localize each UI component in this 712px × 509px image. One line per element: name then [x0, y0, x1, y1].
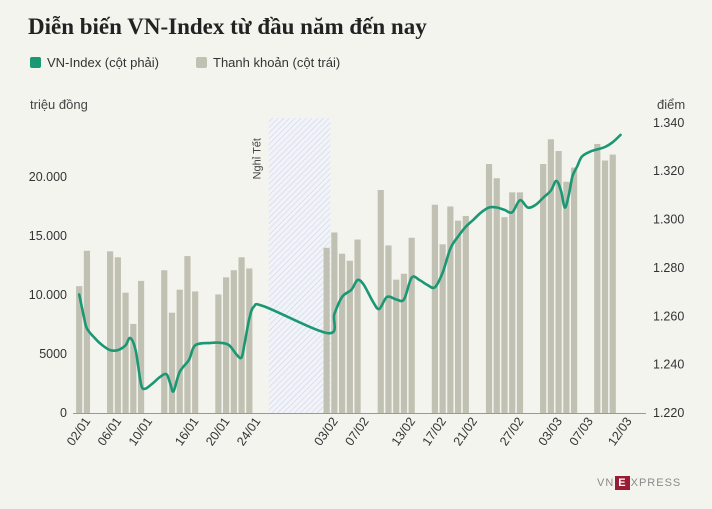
- liquidity-bar: [609, 154, 616, 413]
- right-axis-tick-label: 1.300: [653, 213, 684, 227]
- liquidity-bar: [354, 239, 361, 413]
- liquidity-bar: [509, 192, 516, 413]
- x-axis-tick-label: 07/02: [342, 415, 371, 449]
- liquidity-bar: [83, 250, 91, 413]
- liquidity-bar: [601, 160, 609, 413]
- liquidity-bar: [215, 294, 222, 413]
- liquidity-bar: [323, 247, 330, 413]
- liquidity-bar: [114, 257, 121, 413]
- liquidity-bar: [346, 260, 353, 413]
- liquidity-bar: [76, 286, 83, 413]
- liquidity-bar: [547, 139, 554, 414]
- x-axis-tick-label: 13/02: [389, 415, 418, 449]
- chart-title: Diễn biến VN-Index từ đầu năm đến nay: [28, 14, 427, 39]
- liquidity-bar: [400, 273, 408, 413]
- left-axis-tick-label: 15.000: [29, 229, 67, 243]
- x-axis-tick-label: 07/03: [567, 415, 596, 449]
- x-axis-tick-label: 24/01: [234, 415, 263, 449]
- liquidity-bar: [223, 277, 230, 413]
- x-axis-tick-label: 21/02: [451, 415, 480, 449]
- holiday-region: [268, 118, 331, 413]
- left-axis-tick-label: 20.000: [29, 170, 67, 184]
- right-axis-tick-label: 1.340: [653, 116, 684, 130]
- liquidity-bar: [439, 244, 446, 413]
- legend-label-liquidity: Thanh khoản (cột trái): [213, 55, 341, 70]
- liquidity-bar: [447, 206, 454, 413]
- liquidity-bar: [168, 312, 176, 413]
- right-axis-unit: điểm: [657, 97, 686, 112]
- liquidity-bar: [339, 253, 346, 413]
- liquidity-bar: [570, 167, 578, 413]
- liquidity-bar: [246, 268, 253, 413]
- legend-label-vnindex: VN-Index (cột phải): [47, 55, 159, 70]
- liquidity-bar: [385, 245, 392, 413]
- liquidity-bar: [176, 289, 183, 413]
- liquidity-bar: [230, 270, 237, 413]
- x-axis-tick-label: 06/01: [95, 415, 124, 449]
- right-axis-tick-label: 1.280: [653, 261, 684, 275]
- legend-item-vnindex: VN-Index (cột phải): [30, 55, 159, 70]
- liquidity-bar: [454, 220, 462, 413]
- vnindex-line: [77, 133, 622, 393]
- liquidity-bar: [594, 143, 601, 413]
- liquidity-bar: [516, 192, 524, 413]
- right-axis-tick-label: 1.240: [653, 358, 684, 372]
- left-axis-tick-label: 0: [60, 406, 67, 420]
- liquidity-bar: [462, 215, 469, 413]
- bar-swatch-icon: [196, 57, 207, 68]
- legend-item-liquidity: Thanh khoản (cột trái): [196, 55, 340, 70]
- x-axis-tick-label: 17/02: [420, 415, 449, 449]
- left-axis-tick-label: 5000: [39, 347, 67, 361]
- line-swatch-icon: [30, 57, 41, 68]
- holiday-label: Nghỉ Tết: [252, 138, 264, 179]
- liquidity-bar: [137, 280, 145, 413]
- liquidity-bar: [493, 178, 500, 413]
- x-axis-tick-label: 10/01: [126, 415, 155, 449]
- x-axis-tick-label: 20/01: [203, 415, 232, 449]
- liquidity-bar: [501, 217, 508, 413]
- liquidity-bar: [393, 279, 400, 413]
- liquidity-bar: [408, 237, 415, 413]
- x-axis-tick-label: 02/01: [64, 415, 93, 449]
- liquidity-bar: [192, 291, 199, 413]
- liquidity-bar: [122, 292, 129, 413]
- liquidity-bar: [130, 323, 137, 413]
- right-axis-tick-label: 1.220: [653, 406, 684, 420]
- liquidity-bar: [540, 164, 547, 413]
- right-axis-tick-label: 1.260: [653, 309, 684, 323]
- x-axis-tick-label: 16/01: [172, 415, 201, 449]
- liquidity-bar: [238, 257, 245, 413]
- x-axis-tick-label: 27/02: [497, 415, 526, 449]
- liquidity-bar: [107, 251, 114, 413]
- vnexpress-logo: VN E XPRESS: [597, 476, 682, 490]
- left-axis-unit: triệu đồng: [30, 97, 88, 112]
- liquidity-bar: [555, 151, 562, 414]
- x-axis-tick-label: 12/03: [605, 415, 634, 449]
- x-axis-tick-label: 03/02: [311, 415, 340, 449]
- liquidity-bar: [563, 181, 570, 413]
- liquidity-bar: [161, 270, 168, 413]
- liquidity-bar: [431, 204, 438, 413]
- liquidity-bar: [485, 164, 493, 413]
- liquidity-bar: [377, 189, 384, 413]
- left-axis-tick-label: 10.000: [29, 288, 67, 302]
- right-axis-tick-label: 1.320: [653, 164, 684, 178]
- liquidity-bar: [184, 256, 191, 413]
- x-axis-tick-label: 03/03: [536, 415, 565, 449]
